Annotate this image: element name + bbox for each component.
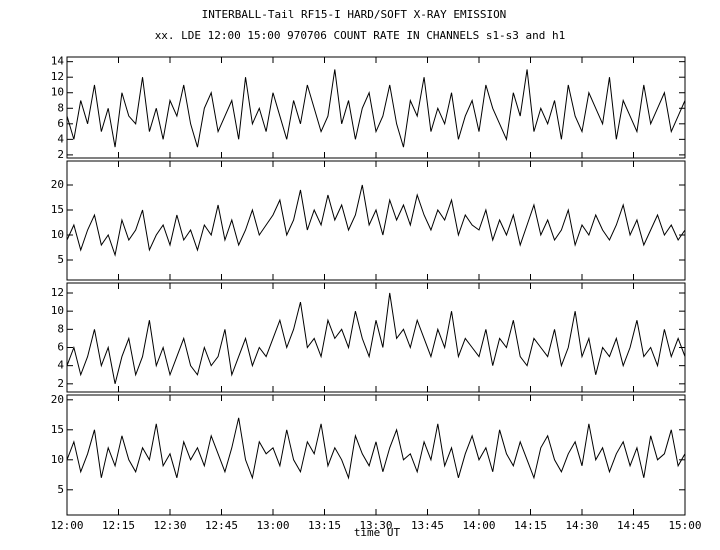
data-line	[66, 417, 686, 480]
y-tick-label: 5	[57, 253, 64, 266]
x-tick-label: 12:00	[50, 519, 83, 532]
y-tick-label: 4	[57, 132, 64, 145]
y-tick-label: 4	[57, 359, 64, 372]
data-line	[66, 69, 686, 148]
y-tick-label: 12	[51, 286, 64, 299]
x-tick-label: 12:30	[153, 519, 186, 532]
x-tick-label: 13:15	[308, 519, 341, 532]
x-tick-label: 14:30	[565, 519, 598, 532]
x-tick-label: 15:00	[668, 519, 701, 532]
chart-subtitle: xx. LDE 12:00 15:00 970706 COUNT RATE IN…	[155, 29, 566, 42]
y-tick-label: 15	[51, 203, 64, 216]
data-line	[66, 292, 686, 384]
y-tick-label: 15	[51, 423, 64, 436]
y-tick-label: 12	[51, 70, 64, 83]
y-tick-label: 10	[51, 86, 64, 99]
y-tick-label: 2	[57, 377, 64, 390]
y-tick-label: 20	[51, 178, 64, 191]
x-axis-label: time UT	[354, 526, 401, 539]
y-tick-label: 6	[57, 117, 64, 130]
x-tick-label: 13:30	[359, 519, 392, 532]
x-tick-label: 14:45	[617, 519, 650, 532]
y-tick-label: 10	[51, 304, 64, 317]
x-tick-label: 14:00	[462, 519, 495, 532]
x-tick-label: 12:15	[102, 519, 135, 532]
y-tick-label: 6	[57, 340, 64, 353]
chart-title: INTERBALL-Tail RF15-I HARD/SOFT X-RAY EM…	[202, 8, 507, 21]
x-tick-label: 13:45	[411, 519, 444, 532]
y-tick-label: 20	[51, 393, 64, 406]
y-tick-label: 14	[51, 55, 65, 68]
x-tick-label: 13:00	[256, 519, 289, 532]
y-tick-label: 5	[57, 483, 64, 496]
y-tick-label: 8	[57, 322, 64, 335]
x-tick-label: 12:45	[205, 519, 238, 532]
y-tick-label: 10	[51, 228, 64, 241]
x-tick-label: 14:15	[514, 519, 547, 532]
y-tick-label: 2	[57, 148, 64, 161]
y-tick-label: 10	[51, 453, 64, 466]
y-tick-label: 8	[57, 101, 64, 114]
data-line	[66, 184, 686, 257]
